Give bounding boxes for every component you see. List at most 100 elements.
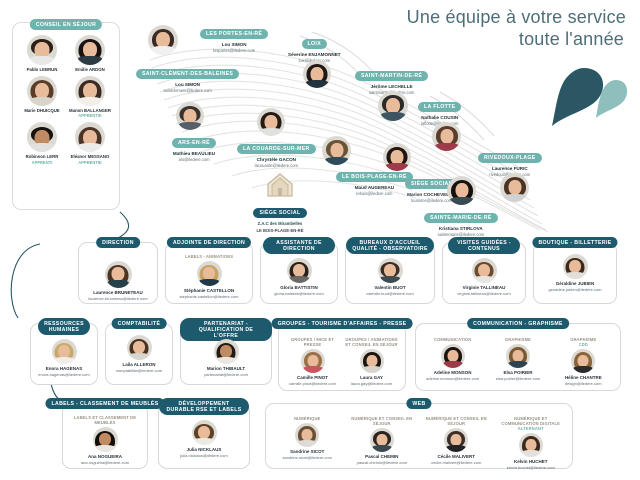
org-card-comptabilite[interactable]: COMPTABILITÉ Laila ALLERON comptabilite@… xyxy=(105,318,173,385)
org-member[interactable]: GRAPHISME CDD Héline CHANTRE design@iled… xyxy=(551,337,616,386)
org-card-bureaux-accueil[interactable]: BUREAUX D'ACCUEIL QUALITÉ - OBSERVATOIRE… xyxy=(345,237,435,304)
org-member[interactable]: NUMÉRIQUE Sandrine SICOT sandrine.sicot@… xyxy=(270,416,345,460)
org-member[interactable]: Virginie TALLINEAU virginie.tallineau@il… xyxy=(447,258,521,296)
org-member[interactable]: Julia NICKLAUS julia.nicklaus@iledere.co… xyxy=(163,420,245,458)
avatar xyxy=(440,344,465,368)
org-card-boutique-billetterie[interactable]: BOUTIQUE - BILLETTERIE Géraldine JUBIEN … xyxy=(532,237,618,304)
map-node-la-couarde-sur-mer[interactable]: LA COUARDE-SUR-MER Chrystèle GACON lacou… xyxy=(237,137,316,168)
org-member[interactable]: Géraldine JUBIEN geraldine.jubien@ileder… xyxy=(538,254,612,292)
sidebar-person-name: Robinson LERR xyxy=(25,154,59,160)
org-card-adjointe-de-direction[interactable]: ADJOINTE DE DIRECTION LABELS - ANIMATION… xyxy=(165,237,253,304)
map-node-les-portes-en-re[interactable]: LES PORTES-EN-RÉ Lou SIMON lesportes@ile… xyxy=(200,22,269,53)
map-node-name: Marion COCHEVELOU xyxy=(407,192,456,197)
org-member-name: Camille PINOT xyxy=(296,375,328,380)
org-member[interactable]: NUMÉRIQUE ET CONSEIL EN SÉJOUR Cécile MA… xyxy=(419,416,494,465)
headquarters-address-line-1: Z.A.C des Mirambelles xyxy=(257,221,303,226)
org-member-name: Marion THIBAULT xyxy=(206,366,246,371)
org-member[interactable]: Laila ALLERON comptabilite@iledere.com xyxy=(110,335,168,373)
org-card-communication-graphisme[interactable]: COMMUNICATION - GRAPHISME COMMUNICATION … xyxy=(415,318,621,391)
org-member-email: stephanie.castellon@iledere.com xyxy=(179,293,239,299)
map-node-saint-martin-de-re[interactable]: SAINT-MARTIN-DE-RÉ Jérôme LECHELLE saint… xyxy=(355,64,429,95)
org-member-email: julia.nicklaus@iledere.com xyxy=(180,452,228,458)
sidebar-person[interactable]: Robinson LERR APPRENTI xyxy=(18,122,66,165)
org-member[interactable]: GROUPES / MICE ET PRESSE Camille PINOT c… xyxy=(283,337,342,386)
org-card-web[interactable]: WEB NUMÉRIQUE Sandrine SICOT sandrine.si… xyxy=(265,398,573,470)
org-card-partenariat[interactable]: PARTENARIAT - QUALIFICATION DE L'OFFRE M… xyxy=(180,318,272,385)
avatar xyxy=(176,102,204,130)
map-node-name: Kristiana STIRLOVA xyxy=(438,226,483,231)
map-node-label: ARS-EN-RÉ xyxy=(172,137,216,149)
org-member[interactable]: Marion THIBAULT partenariat@iledere.com xyxy=(185,339,267,377)
map-node-label: LOIX xyxy=(301,38,328,50)
org-member-sub: LABELS - ANIMATIONS xyxy=(184,254,234,259)
org-member-email: geraldine.jubien@iledere.com xyxy=(548,286,602,292)
org-member[interactable]: GROUPES / ANIMATIONS ET CONSEIL EN SÉJOU… xyxy=(342,337,401,386)
org-member[interactable]: Laurence BRUNETEAU laurence.bruneteau@il… xyxy=(83,254,153,301)
map-node-sainte-marie-de-re[interactable]: SAINTE-MARIE-DE-RÉ Kristiana STIRLOVA sa… xyxy=(424,206,498,237)
sidebar-person[interactable]: Pablo LEBRUN xyxy=(18,35,66,72)
org-card-visites-guidees[interactable]: VISITES GUIDÉES - CONTENUS Virginie TALL… xyxy=(442,237,526,304)
map-node-la-flotte[interactable]: LA FLOTTE Nathalie COUSIN laflotte@ilede… xyxy=(418,95,462,126)
org-card-developpement-durable[interactable]: DÉVELOPPEMENT DURABLE RSE ET LABELS Juli… xyxy=(158,398,250,469)
avatar xyxy=(377,258,403,283)
avatar xyxy=(75,76,105,107)
map-node-email: lacouarde@iledere.com xyxy=(254,162,298,168)
org-member-name: Gloria BATTISTIN xyxy=(280,285,318,290)
org-member[interactable]: GRAPHISME Elsa POIRIER elsa.poirier@iled… xyxy=(485,337,550,381)
org-card-title: ADJOINTE DE DIRECTION xyxy=(166,237,252,248)
sidebar-person[interactable]: Marie DHUICQUE xyxy=(18,76,66,118)
sidebar-person[interactable]: Eléanor MESSANO APPRENTIE xyxy=(66,122,114,165)
org-member-sub-label: NUMÉRIQUE ET COMMUNICATION DIGITALE xyxy=(501,416,561,426)
org-card-ressources-humaines[interactable]: RESSOURCES HUMAINES Enora HAGENAS enora.… xyxy=(30,318,98,385)
org-member-name: Laurence BRUNETEAU xyxy=(93,290,143,295)
map-node-saint-clement-des-baleines[interactable]: SAINT-CLÉMENT-DES-BALEINES Lou SIMON sai… xyxy=(136,62,240,93)
sidebar-person-role: APPRENTIE xyxy=(78,159,102,165)
org-card-assistante-de-direction[interactable]: ASSISTANTE DE DIRECTION Gloria BATTISTIN… xyxy=(260,237,338,304)
org-member[interactable]: NUMÉRIQUE ET COMMUNICATION DIGITALE ALTE… xyxy=(494,416,569,470)
map-node-loix[interactable]: LOIX Séverine ENJAMONNET loix@iledere.co… xyxy=(288,32,341,63)
org-member-email: virginie.tallineau@iledere.com xyxy=(457,290,511,296)
org-card-labels-classement-meubles[interactable]: LABELS - CLASSEMENT DE MEUBLÉS LABELS ET… xyxy=(45,398,165,469)
org-member-name: Laura GAY xyxy=(360,375,383,380)
org-member[interactable]: COMMUNICATION Adeline MONSON adeline.mon… xyxy=(420,337,485,381)
map-node-email: lesportes@iledere.com xyxy=(213,47,256,53)
map-node-le-bois-plage-en-re[interactable]: LE BOIS-PLAGE-EN-RÉ Maud AUGEREAU lebois… xyxy=(336,165,413,196)
map-node-email: saintclement@iledere.com xyxy=(163,87,212,93)
org-member-email: partenariat@iledere.com xyxy=(204,371,248,377)
map-node-siege-social-contact[interactable]: SIÈGE SOCIAL Marion COCHEVELOU tourisme@… xyxy=(405,172,459,203)
sidebar-conseil-en-sejour[interactable]: CONSEIL EN SÉJOUR Pablo LEBRUN Emilie AR… xyxy=(12,19,120,210)
map-node-name: Lou SIMON xyxy=(221,42,247,47)
map-node-rivedoux-plage[interactable]: RIVEDOUX-PLAGE Laurence FURIC rivedoux@i… xyxy=(478,146,542,177)
org-member-email: elsa.poirier@iledere.com xyxy=(495,375,541,381)
map-node-ars-en-re[interactable]: ARS-EN-RÉ Mathieu BEAULIEU ars@iledere.c… xyxy=(172,131,216,162)
org-member-name: Géraldine JUBIEN xyxy=(555,281,595,286)
org-member[interactable]: LABELS - ANIMATIONS Stéphanie CASTELLON … xyxy=(170,254,248,299)
avatar xyxy=(378,91,408,121)
sidebar-title: CONSEIL EN SÉJOUR xyxy=(29,19,103,30)
avatar xyxy=(286,258,312,283)
map-node-label: LA COUARDE-SUR-MER xyxy=(237,143,316,155)
org-card-title: RESSOURCES HUMAINES xyxy=(38,318,90,335)
org-member[interactable]: NUMÉRIQUE ET CONSEIL EN SÉJOUR Pascal CH… xyxy=(345,416,420,465)
org-member-name: Elsa POIRIER xyxy=(503,370,533,375)
org-member-email: design@iledere.com xyxy=(565,380,602,386)
org-member[interactable]: Valentin BUOT valentin.buot@iledere.com xyxy=(350,258,430,296)
org-member[interactable]: Enora HAGENAS enora.hagenas@iledere.com xyxy=(35,339,93,377)
org-member-email: enora.hagenas@iledere.com xyxy=(38,371,90,377)
sidebar-person-name: Pablo LEBRUN xyxy=(26,67,58,72)
avatar xyxy=(359,349,384,373)
org-member-email: adeline.monson@iledere.com xyxy=(426,375,480,381)
org-card-groupes-tourisme-affaires-presse[interactable]: GROUPES - TOURISME D'AFFAIRES - PRESSE G… xyxy=(271,318,413,391)
org-member-email: valentin.buot@iledere.com xyxy=(366,290,414,296)
org-member-sub: GRAPHISME xyxy=(504,337,532,342)
sidebar-person[interactable]: Emilie ARDON xyxy=(66,35,114,72)
org-member[interactable]: LABELS ET CLASSEMENT DE MEUBLÉS Ana NOGU… xyxy=(67,415,143,465)
org-member[interactable]: Gloria BATTISTIN gloria.battistin@ileder… xyxy=(265,258,333,296)
org-member-contract-type: ALTERNANT xyxy=(517,426,544,431)
avatar xyxy=(148,25,178,55)
org-card-direction[interactable]: DIRECTION Laurence BRUNETEAU laurence.br… xyxy=(78,237,158,304)
sidebar-person[interactable]: Manon BALLANGER APPRENTIE xyxy=(66,76,114,118)
map-node-label: LA FLOTTE xyxy=(418,101,462,113)
avatar xyxy=(369,428,394,452)
org-member-email: cecile.malivert@iledere.com xyxy=(431,459,482,465)
